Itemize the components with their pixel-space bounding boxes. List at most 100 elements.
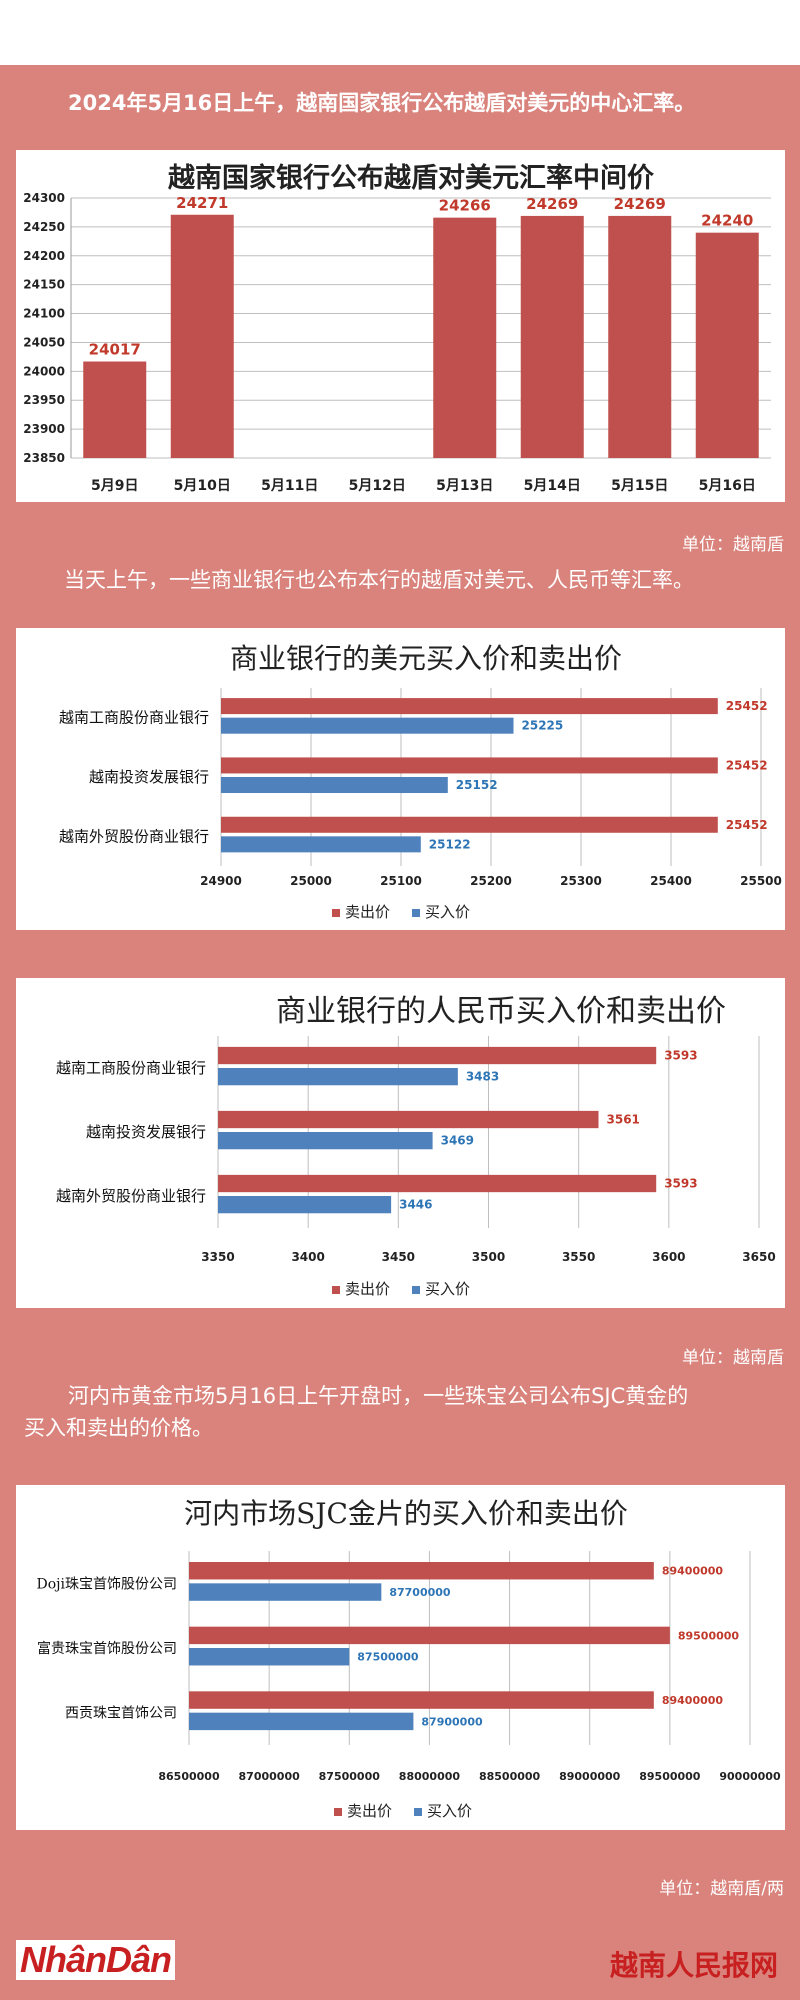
category-label: 西贡珠宝首饰公司 — [65, 1706, 177, 1722]
data-label-buy: 25225 — [522, 719, 564, 733]
data-label-sell: 25452 — [726, 818, 768, 832]
category-label: 越南投资发展银行 — [86, 1123, 206, 1141]
y-tick-label: 23950 — [23, 393, 65, 407]
x-tick-label: 25400 — [650, 874, 692, 888]
chart-title: 河内市场SJC金片的买入价和卖出价 — [184, 1497, 628, 1530]
legend-swatch-sell — [332, 1286, 340, 1294]
data-label-buy: 3446 — [399, 1198, 432, 1212]
unit-label-1: 单位：越南盾 — [682, 535, 784, 555]
category-label: 越南投资发展银行 — [89, 768, 209, 786]
category-label: 越南工商股份商业银行 — [59, 709, 209, 727]
data-label: 24017 — [89, 341, 141, 359]
x-tick-label: 89000000 — [559, 1770, 621, 1783]
x-tick-label: 90000000 — [719, 1770, 781, 1783]
intro-gold-line2: 买入和卖出的价格。 — [24, 1416, 213, 1440]
nhandan-logo: NhânDân — [16, 1940, 176, 1980]
category-label: 越南外贸股份商业银行 — [56, 1187, 206, 1205]
category-label: Doji珠宝首饰股份公司 — [37, 1576, 177, 1592]
legend-swatch-sell — [332, 909, 340, 917]
bar — [608, 215, 672, 458]
bar-buy — [221, 836, 421, 853]
x-tick-label: 5月12日 — [349, 478, 406, 494]
x-tick-label: 3350 — [201, 1250, 234, 1264]
bar-sell — [218, 1046, 657, 1065]
data-label-sell: 3593 — [664, 1049, 697, 1063]
x-tick-label: 3600 — [652, 1250, 685, 1264]
data-label-sell: 3561 — [607, 1113, 640, 1127]
x-tick-label: 25100 — [380, 874, 422, 888]
legend-label-sell: 卖出价 — [347, 1802, 392, 1820]
usd-rates-chart: 商业银行的美元买入价和卖出价 24900 25000 25100 25200 25300 2… — [59, 642, 782, 921]
data-label-sell: 25452 — [726, 699, 768, 713]
category-label: 越南工商股份商业银行 — [56, 1059, 206, 1077]
y-tick-label: 24250 — [23, 220, 65, 234]
category-label: 富贵珠宝首饰股份公司 — [37, 1640, 177, 1657]
x-tick-label: 25000 — [290, 874, 332, 888]
x-tick-label: 3500 — [472, 1250, 505, 1264]
y-tick-label: 24100 — [23, 307, 65, 321]
data-label-buy: 3469 — [441, 1134, 474, 1148]
y-tick-label: 23850 — [23, 451, 65, 465]
y-tick-label: 23900 — [23, 422, 65, 436]
chart-title: 商业银行的人民币买入价和卖出价 — [276, 994, 726, 1029]
data-label: 24266 — [439, 197, 491, 215]
x-tick-label: 5月16日 — [699, 478, 756, 494]
data-label-buy: 3483 — [466, 1070, 499, 1084]
bar — [83, 361, 147, 458]
legend-swatch-buy — [412, 909, 420, 917]
bar — [695, 232, 759, 458]
x-tick-label: 3450 — [382, 1250, 415, 1264]
bar-buy — [189, 1712, 414, 1731]
bar — [433, 217, 497, 458]
bar-buy — [189, 1648, 350, 1666]
bar-buy — [218, 1196, 392, 1214]
bar — [520, 215, 584, 458]
data-label: 24269 — [526, 195, 578, 213]
x-tick-label: 24900 — [200, 874, 242, 888]
bar-sell — [221, 757, 718, 774]
bar-sell — [218, 1110, 599, 1129]
x-tick-label: 87500000 — [319, 1770, 381, 1783]
x-tick-label: 88500000 — [479, 1770, 541, 1783]
chart-title: 越南国家银行公布越盾对美元汇率中间价 — [168, 162, 655, 194]
panel-gold-prices: 河内市场SJC金片的买入价和卖出价 86500000 87000000 8750000… — [16, 1485, 785, 1830]
data-label-buy: 87700000 — [389, 1586, 451, 1599]
bar-sell — [189, 1691, 654, 1709]
site-brand: 越南人民报网 — [609, 1949, 778, 1982]
data-label: 24269 — [614, 195, 666, 213]
intro-commercial-banks: 当天上午，一些商业银行也公布本行的越盾对美元、人民币等汇率。 — [64, 568, 694, 592]
legend-label-buy: 买入价 — [425, 1280, 470, 1298]
y-tick-label: 24200 — [23, 249, 65, 263]
bar-buy — [189, 1583, 382, 1601]
x-tick-label: 3550 — [562, 1250, 595, 1264]
data-label-sell: 89400000 — [662, 1694, 724, 1707]
cny-rates-chart: 商业银行的人民币买入价和卖出价 3350 3400 3450 3500 3550 3600 3… — [56, 994, 776, 1298]
legend-label-buy: 买入价 — [425, 903, 470, 921]
bar-buy — [221, 717, 514, 734]
x-tick-label: 5月10日 — [174, 478, 231, 494]
category-label: 越南外贸股份商业银行 — [59, 827, 209, 845]
x-tick-label: 5月13日 — [436, 478, 493, 494]
bar-sell — [221, 698, 718, 715]
x-tick-label: 25200 — [470, 874, 512, 888]
bar — [170, 214, 234, 458]
data-label-buy: 25152 — [456, 778, 498, 792]
data-label-buy: 87900000 — [421, 1715, 483, 1728]
x-tick-label: 5月9日 — [91, 478, 138, 494]
bar-sell — [189, 1561, 654, 1580]
x-tick-label: 5月15日 — [611, 478, 668, 494]
panel-central-rate: 越南国家银行公布越盾对美元汇率中间价 23850 23900 23950 24000 24… — [16, 150, 785, 502]
x-tick-label: 25300 — [560, 874, 602, 888]
unit-label-2: 单位：越南盾 — [682, 1348, 784, 1368]
unit-label-3: 单位：越南盾/两 — [659, 1879, 784, 1899]
bar-buy — [218, 1068, 458, 1086]
x-tick-label: 5月14日 — [524, 478, 581, 494]
data-label-sell: 3593 — [664, 1177, 697, 1191]
x-tick-label: 86500000 — [158, 1770, 220, 1783]
data-label: 24271 — [176, 194, 228, 212]
panel-cny-rates: 商业银行的人民币买入价和卖出价 3350 3400 3450 3500 3550 3600 3… — [16, 978, 785, 1308]
x-tick-label: 5月11日 — [261, 478, 318, 494]
legend-label-sell: 卖出价 — [345, 903, 390, 921]
bar-sell — [218, 1174, 657, 1193]
y-tick-label: 24150 — [23, 278, 65, 292]
